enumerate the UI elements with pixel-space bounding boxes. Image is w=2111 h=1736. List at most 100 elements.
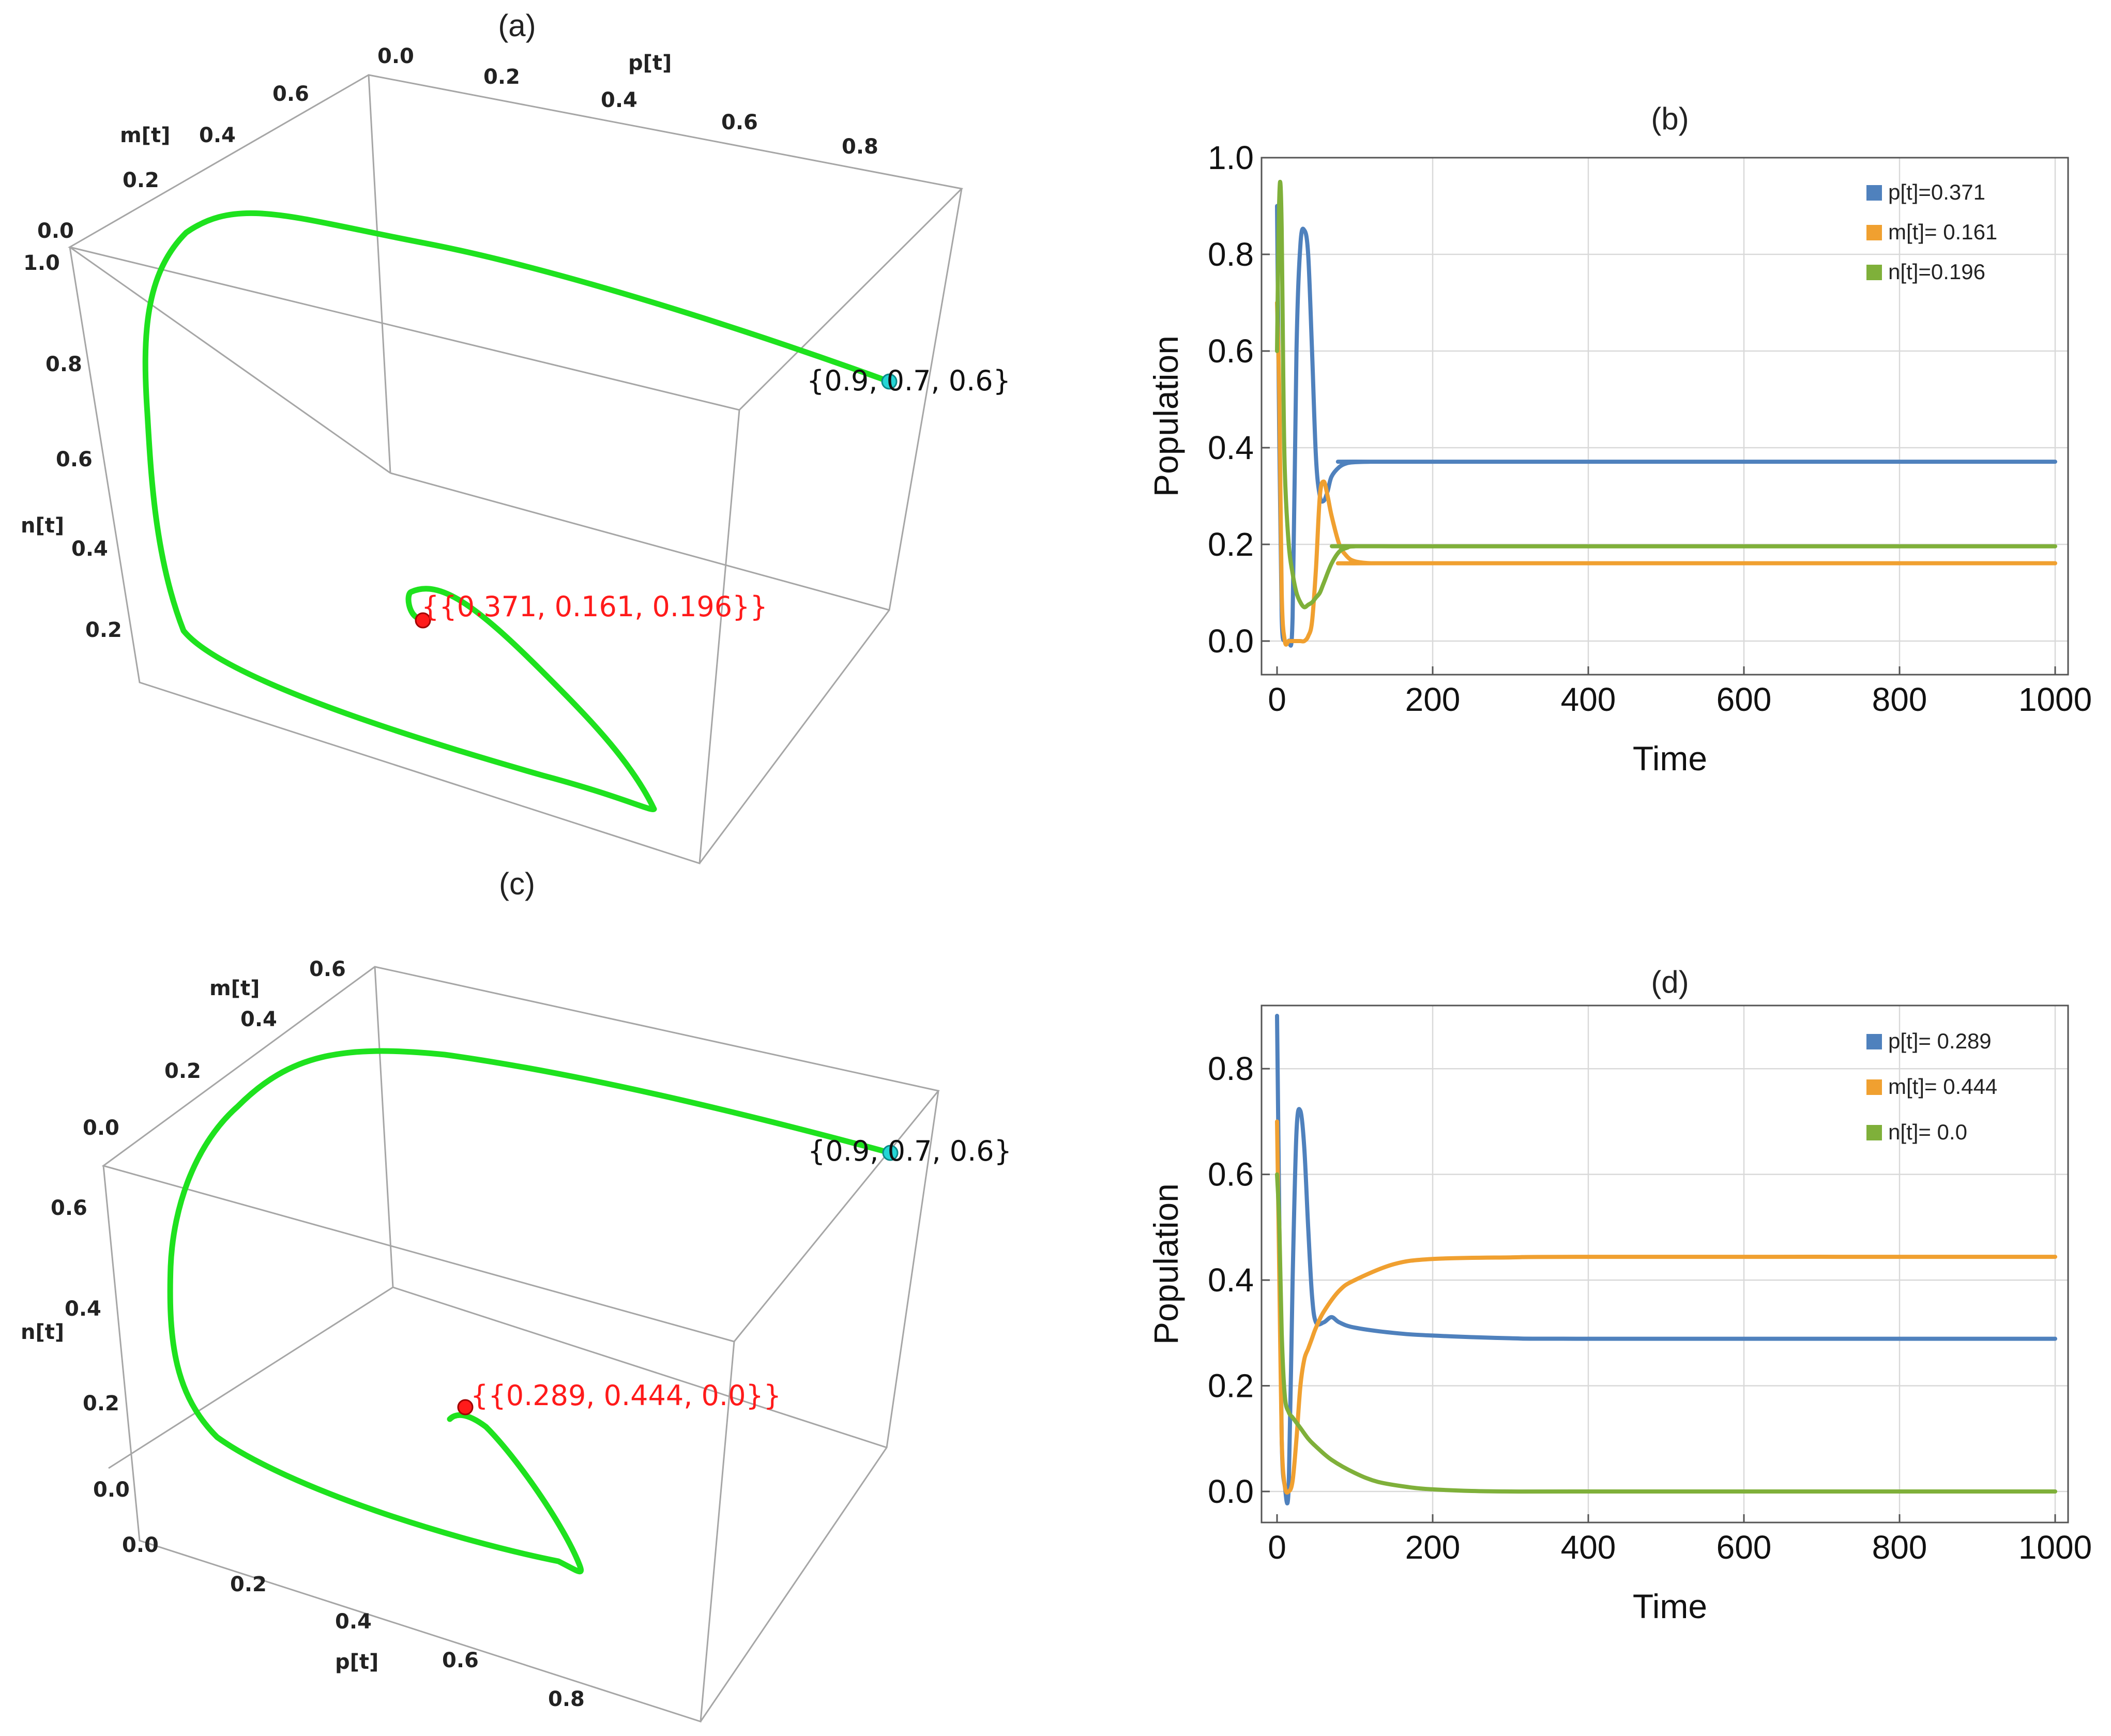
panel-b-y-tick-label: 1.0 bbox=[1208, 139, 1254, 176]
panel-b-series-line-1 bbox=[1275, 300, 2057, 647]
panel-b-x-tick-label: 200 bbox=[1405, 681, 1461, 718]
panel-d-title: (d) bbox=[1651, 965, 1689, 999]
panel-a-m-tick-1: 0.2 bbox=[123, 169, 159, 192]
panel-b-legend-swatch-2 bbox=[1866, 265, 1882, 280]
panel-c-m-tick-2: 0.4 bbox=[240, 1008, 277, 1031]
panel-a-start-marker bbox=[881, 373, 898, 390]
panel-d-x-tick-label: 800 bbox=[1872, 1529, 1927, 1566]
panel-d-y-tick-label: 0.6 bbox=[1208, 1156, 1254, 1193]
panel-c-start-label: {0.9, 0.7, 0.6} bbox=[808, 1135, 1012, 1167]
panel-c-m-axis-label: m[t] bbox=[209, 977, 260, 1000]
panel-d-x-tick-label: 0 bbox=[1268, 1529, 1286, 1566]
panel-d-series-line-1 bbox=[1275, 1119, 2057, 1495]
panel-d-series bbox=[1275, 1014, 2057, 1505]
panel-b-x-tick-label: 0 bbox=[1268, 681, 1286, 718]
panel-d-x-tick-label: 600 bbox=[1717, 1529, 1772, 1566]
panel-c-m-tick-1: 0.2 bbox=[164, 1059, 201, 1083]
panel-b-legend-label-0: p[t]=0.371 bbox=[1888, 180, 1985, 204]
panel-b-x-tick-label: 1000 bbox=[2018, 681, 2092, 718]
panel-d-time-series-chart: (d) 0 200 400 600 800 1000 0.0 0.2 0.4 0.6 0.8 Tim… bbox=[1147, 965, 2092, 1625]
panel-d-ticks: 0 200 400 600 800 1000 0.0 0.2 0.4 0.6 0.8 bbox=[1208, 1050, 2092, 1566]
panel-b-legend-label-2: n[t]=0.196 bbox=[1888, 260, 1985, 284]
panel-b-x-tick-label: 600 bbox=[1717, 681, 1772, 718]
panel-a-box-back-edges bbox=[69, 74, 890, 611]
panel-b-time-series-chart: (b) 0 200 400 600 800 10000.00.20.40.60.81.0 … bbox=[1147, 101, 2092, 778]
panel-b-ticks: 0 200 400 600 800 1000 0.0 0.2 0.4 0.6 0.8 1.0 bbox=[1208, 139, 2092, 718]
panel-c-equilibrium-label: {{0.289, 0.444, 0.0}} bbox=[470, 1379, 781, 1412]
panel-a-title: (a) bbox=[498, 8, 536, 43]
panel-d-legend-swatch-0 bbox=[1866, 1034, 1882, 1049]
panel-a-n-axis-label: n[t] bbox=[21, 514, 64, 538]
panel-c-m-tick-3: 0.6 bbox=[309, 957, 346, 981]
panel-a-p-tick-4: 0.8 bbox=[842, 135, 878, 159]
panel-d-legend-label-0: p[t]= 0.289 bbox=[1888, 1029, 1992, 1053]
panel-b-x-tick-label: 800 bbox=[1872, 681, 1927, 718]
panel-c-p-tick-2: 0.4 bbox=[335, 1610, 372, 1634]
panel-a-p-tick-3: 0.6 bbox=[721, 111, 758, 134]
panel-b-x-tick-label: 400 bbox=[1561, 681, 1616, 718]
panel-d-legend-swatch-1 bbox=[1866, 1079, 1882, 1095]
panel-a-n-tick-1: 0.8 bbox=[45, 353, 82, 376]
panel-c-n-tick-2: 0.2 bbox=[83, 1392, 119, 1415]
panel-d-legend: p[t]= 0.289 m[t]= 0.444 n[t]= 0.0 bbox=[1866, 1029, 1997, 1144]
panel-a-m-tick-0: 0.0 bbox=[37, 219, 74, 243]
panel-c-equilibrium-marker bbox=[457, 1399, 474, 1415]
panel-c-n-axis-label: n[t] bbox=[21, 1320, 64, 1344]
panel-d-plot-frame bbox=[1260, 1004, 2069, 1524]
panel-c-3d-phase-plot: (c) 0.0 0.2 0.4 0.6 m[t] 0.6 0.4 0.2 0.0… bbox=[21, 866, 1012, 1723]
panel-b-legend: p[t]=0.371 m[t]= 0.161 n[t]=0.196 bbox=[1866, 180, 1997, 284]
panel-d-x-tick-label: 1000 bbox=[2018, 1529, 2092, 1566]
panel-d-legend-label-1: m[t]= 0.444 bbox=[1888, 1074, 1997, 1099]
panel-c-title: (c) bbox=[499, 866, 535, 901]
panel-b-y-tick-label: 0.0 bbox=[1208, 622, 1254, 660]
panel-b-series bbox=[1275, 179, 2057, 648]
panel-a-p-axis-label: p[t] bbox=[628, 51, 672, 75]
panel-a-trajectory bbox=[142, 210, 892, 813]
panel-c-trajectory bbox=[167, 1048, 893, 1575]
panel-a-p-tick-2: 0.4 bbox=[601, 88, 637, 112]
panel-d-series-line-2 bbox=[1275, 1172, 2057, 1494]
panel-a-start-label: {0.9, 0.7, 0.6} bbox=[807, 364, 1011, 397]
panel-c-p-tick-4: 0.8 bbox=[548, 1687, 585, 1711]
panel-d-x-tick-label: 400 bbox=[1561, 1529, 1616, 1566]
panel-a-n-tick-3: 0.4 bbox=[71, 537, 108, 561]
panel-a-p-tick-1: 0.2 bbox=[483, 65, 520, 89]
panel-c-p-axis-label: p[t] bbox=[335, 1650, 378, 1674]
panel-c-n-tick-1: 0.4 bbox=[65, 1297, 101, 1321]
panel-b-y-tick-label: 0.6 bbox=[1208, 332, 1254, 370]
panel-d-legend-swatch-2 bbox=[1866, 1125, 1882, 1140]
panel-a-box-edges bbox=[68, 74, 964, 865]
panel-a-ticks: 0.0 0.2 0.4 0.6 0.8 p[t] 0.0 0.2 0.4 0.6… bbox=[21, 44, 878, 642]
panel-a-m-tick-3: 0.6 bbox=[272, 82, 309, 106]
panel-d-x-axis-title: Time bbox=[1633, 1587, 1707, 1625]
panel-c-n-tick-0: 0.6 bbox=[51, 1196, 87, 1220]
panel-b-y-axis-title: Population bbox=[1147, 336, 1185, 497]
panel-c-box-back-edges bbox=[108, 966, 887, 1469]
panel-b-title: (b) bbox=[1651, 101, 1689, 136]
panel-d-y-tick-label: 0.0 bbox=[1208, 1473, 1254, 1510]
panel-c-p-tick-1: 0.2 bbox=[230, 1573, 267, 1596]
panel-d-y-tick-label: 0.2 bbox=[1208, 1367, 1254, 1405]
panel-a-m-tick-2: 0.4 bbox=[199, 124, 236, 147]
panel-a-n-tick-0: 1.0 bbox=[23, 251, 60, 275]
panel-c-p-tick-0: 0.0 bbox=[122, 1533, 159, 1557]
panel-b-x-axis-title: Time bbox=[1633, 739, 1707, 778]
panel-b-series-line-2 bbox=[1275, 179, 2057, 610]
panel-b-plot-frame bbox=[1260, 157, 2069, 676]
panel-c-ticks: 0.0 0.2 0.4 0.6 m[t] 0.6 0.4 0.2 0.0 n[t… bbox=[21, 957, 585, 1711]
panel-b-legend-swatch-0 bbox=[1866, 185, 1882, 201]
panel-b-y-tick-label: 0.4 bbox=[1208, 429, 1254, 466]
panel-c-box-edges bbox=[101, 966, 940, 1723]
panel-b-legend-swatch-1 bbox=[1866, 225, 1882, 240]
panel-d-y-tick-label: 0.4 bbox=[1208, 1261, 1254, 1299]
panel-a-p-tick-0: 0.0 bbox=[377, 44, 414, 68]
panel-a-equilibrium-label: {{0.371, 0.161, 0.196}} bbox=[421, 590, 768, 623]
panel-a-equilibrium-marker bbox=[415, 612, 431, 629]
panel-c-n-tick-3: 0.0 bbox=[93, 1478, 130, 1502]
panel-b-y-tick-label: 0.2 bbox=[1208, 526, 1254, 563]
panel-a-3d-phase-plot: (a) 0.0 0.2 0.4 0.6 0.8 p[t] 0.0 0.2 0.4… bbox=[21, 8, 1011, 865]
panel-d-x-tick-label: 200 bbox=[1405, 1529, 1461, 1566]
panel-a-n-tick-4: 0.2 bbox=[85, 618, 122, 642]
panel-d-y-axis-title: Population bbox=[1147, 1183, 1185, 1345]
panel-b-y-tick-label: 0.8 bbox=[1208, 236, 1254, 273]
